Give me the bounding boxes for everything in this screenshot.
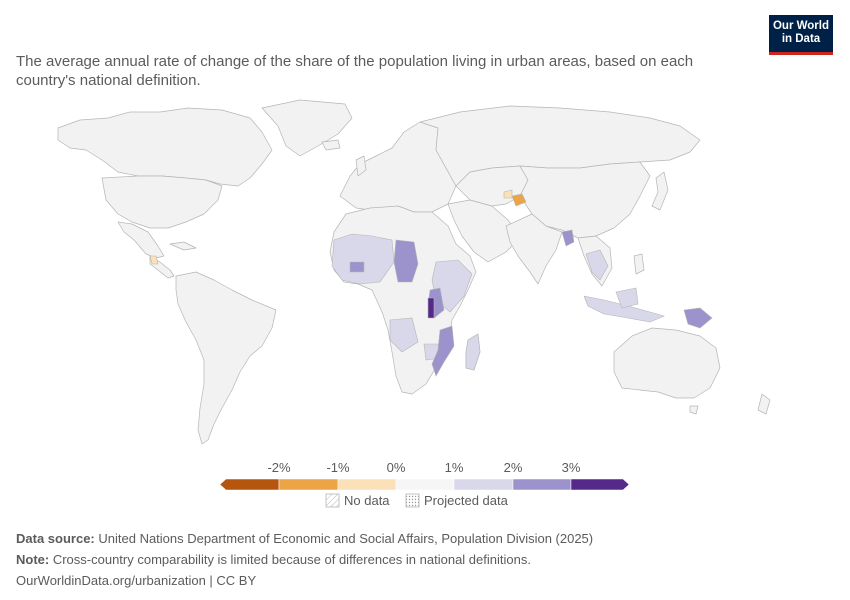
mexico: [117, 221, 165, 259]
angola: [389, 317, 419, 353]
legend-tick-2: -1%: [326, 460, 350, 475]
mozambique: [431, 325, 455, 377]
no-data-swatch: [325, 493, 340, 508]
tajikistan: [511, 193, 527, 207]
legend-tick-5: 2%: [504, 460, 523, 475]
legend-no-data-key[interactable]: No data: [325, 493, 390, 508]
southeast-asia-fill: [585, 249, 609, 281]
data-source-text: United Nations Department of Economic an…: [98, 531, 594, 546]
world-map: [57, 99, 771, 445]
south-america: [175, 271, 277, 445]
usa: [101, 175, 223, 229]
legend-tick-4: 1%: [445, 460, 464, 475]
australia: [613, 327, 721, 399]
legend-bin-3[interactable]: [337, 478, 397, 491]
kyrgyzstan: [503, 189, 513, 199]
orange-countries-group: [511, 193, 527, 207]
logo-line-1: Our World: [772, 20, 829, 32]
legend-tick-1: -2%: [267, 460, 291, 475]
myanmar-bangladesh: [561, 229, 575, 247]
madagascar-fill: [465, 333, 481, 371]
data-source-line: Data source: United Nations Department o…: [16, 528, 593, 549]
legend-ticks: -2% -1% 0% 1% 2% 3%: [267, 460, 580, 475]
uk: [355, 155, 367, 177]
legend-bin-4[interactable]: [395, 478, 455, 491]
south-sudan-region: [427, 297, 435, 319]
lavender-countries-group: [331, 233, 665, 371]
west-africa-region: [331, 233, 395, 285]
china: [519, 161, 651, 239]
canada: [57, 107, 273, 187]
japan: [651, 171, 669, 211]
note-line: Note: Cross-country comparability is lim…: [16, 549, 593, 570]
note-text: Cross-country comparability is limited b…: [52, 552, 531, 567]
indonesia: [583, 295, 665, 323]
projected-data-swatch: [405, 493, 420, 508]
note-label: Note:: [16, 552, 50, 567]
cuba: [169, 241, 197, 251]
map-subtitle: The average annual rate of change of the…: [16, 53, 694, 89]
greenland: [261, 99, 353, 157]
source-url[interactable]: OurWorldinData.org/urbanization | CC BY: [16, 573, 257, 588]
legend-tick-6: 3%: [562, 460, 581, 475]
india: [505, 213, 563, 285]
no-data-label: No data: [344, 493, 390, 508]
legend-tick-3: 0%: [387, 460, 406, 475]
legend-bin-6[interactable]: [512, 478, 572, 491]
tasmania: [689, 405, 699, 415]
burkina-niger: [349, 261, 365, 273]
legend-bin-2[interactable]: [278, 478, 339, 491]
legend-bin-5[interactable]: [453, 478, 514, 491]
legend-bin-1[interactable]: [219, 478, 280, 491]
projected-data-label: Projected data: [424, 493, 509, 508]
data-source-label: Data source:: [16, 531, 95, 546]
dark-purple-countries-group: [427, 297, 435, 319]
footer: Data source: United Nations Department o…: [16, 528, 593, 591]
iceland: [321, 139, 341, 151]
legend-projected-data-key[interactable]: Projected data: [405, 493, 509, 508]
chad: [393, 239, 419, 283]
color-legend: -2% -1% 0% 1% 2% 3% No data Projected da…: [219, 460, 630, 508]
philippines: [633, 253, 645, 275]
legend-bin-7[interactable]: [570, 478, 630, 491]
borneo: [615, 287, 639, 309]
owid-logo[interactable]: Our World in Data: [769, 15, 833, 55]
new-zealand: [757, 393, 771, 415]
legend-color-bar: [219, 478, 630, 491]
guatemala: [149, 255, 159, 265]
peach-countries-group: [149, 189, 513, 265]
logo-line-2: in Data: [781, 33, 821, 45]
papua-new-guinea: [683, 307, 713, 329]
